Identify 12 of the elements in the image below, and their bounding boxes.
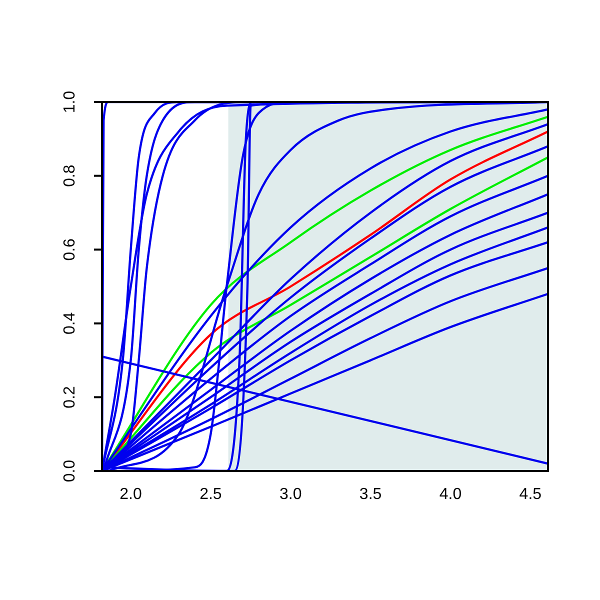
x-tick-label: 3.5	[359, 486, 382, 504]
y-tick-label: 0.4	[61, 312, 78, 335]
x-tick-label: 4.5	[519, 486, 542, 504]
x-tick-label: 2.0	[120, 486, 142, 504]
x-tick-label: 2.5	[200, 486, 222, 504]
x-tick-label: 3.0	[280, 486, 302, 504]
y-tick-label: 1.0	[61, 90, 78, 114]
x-tick-label: 4.0	[439, 486, 462, 504]
y-tick-label: 0.2	[61, 386, 78, 408]
y-tick-label: 0.6	[61, 238, 78, 261]
y-tick-label: 0.0	[61, 460, 78, 482]
y-tick-label: 0.8	[61, 164, 78, 187]
